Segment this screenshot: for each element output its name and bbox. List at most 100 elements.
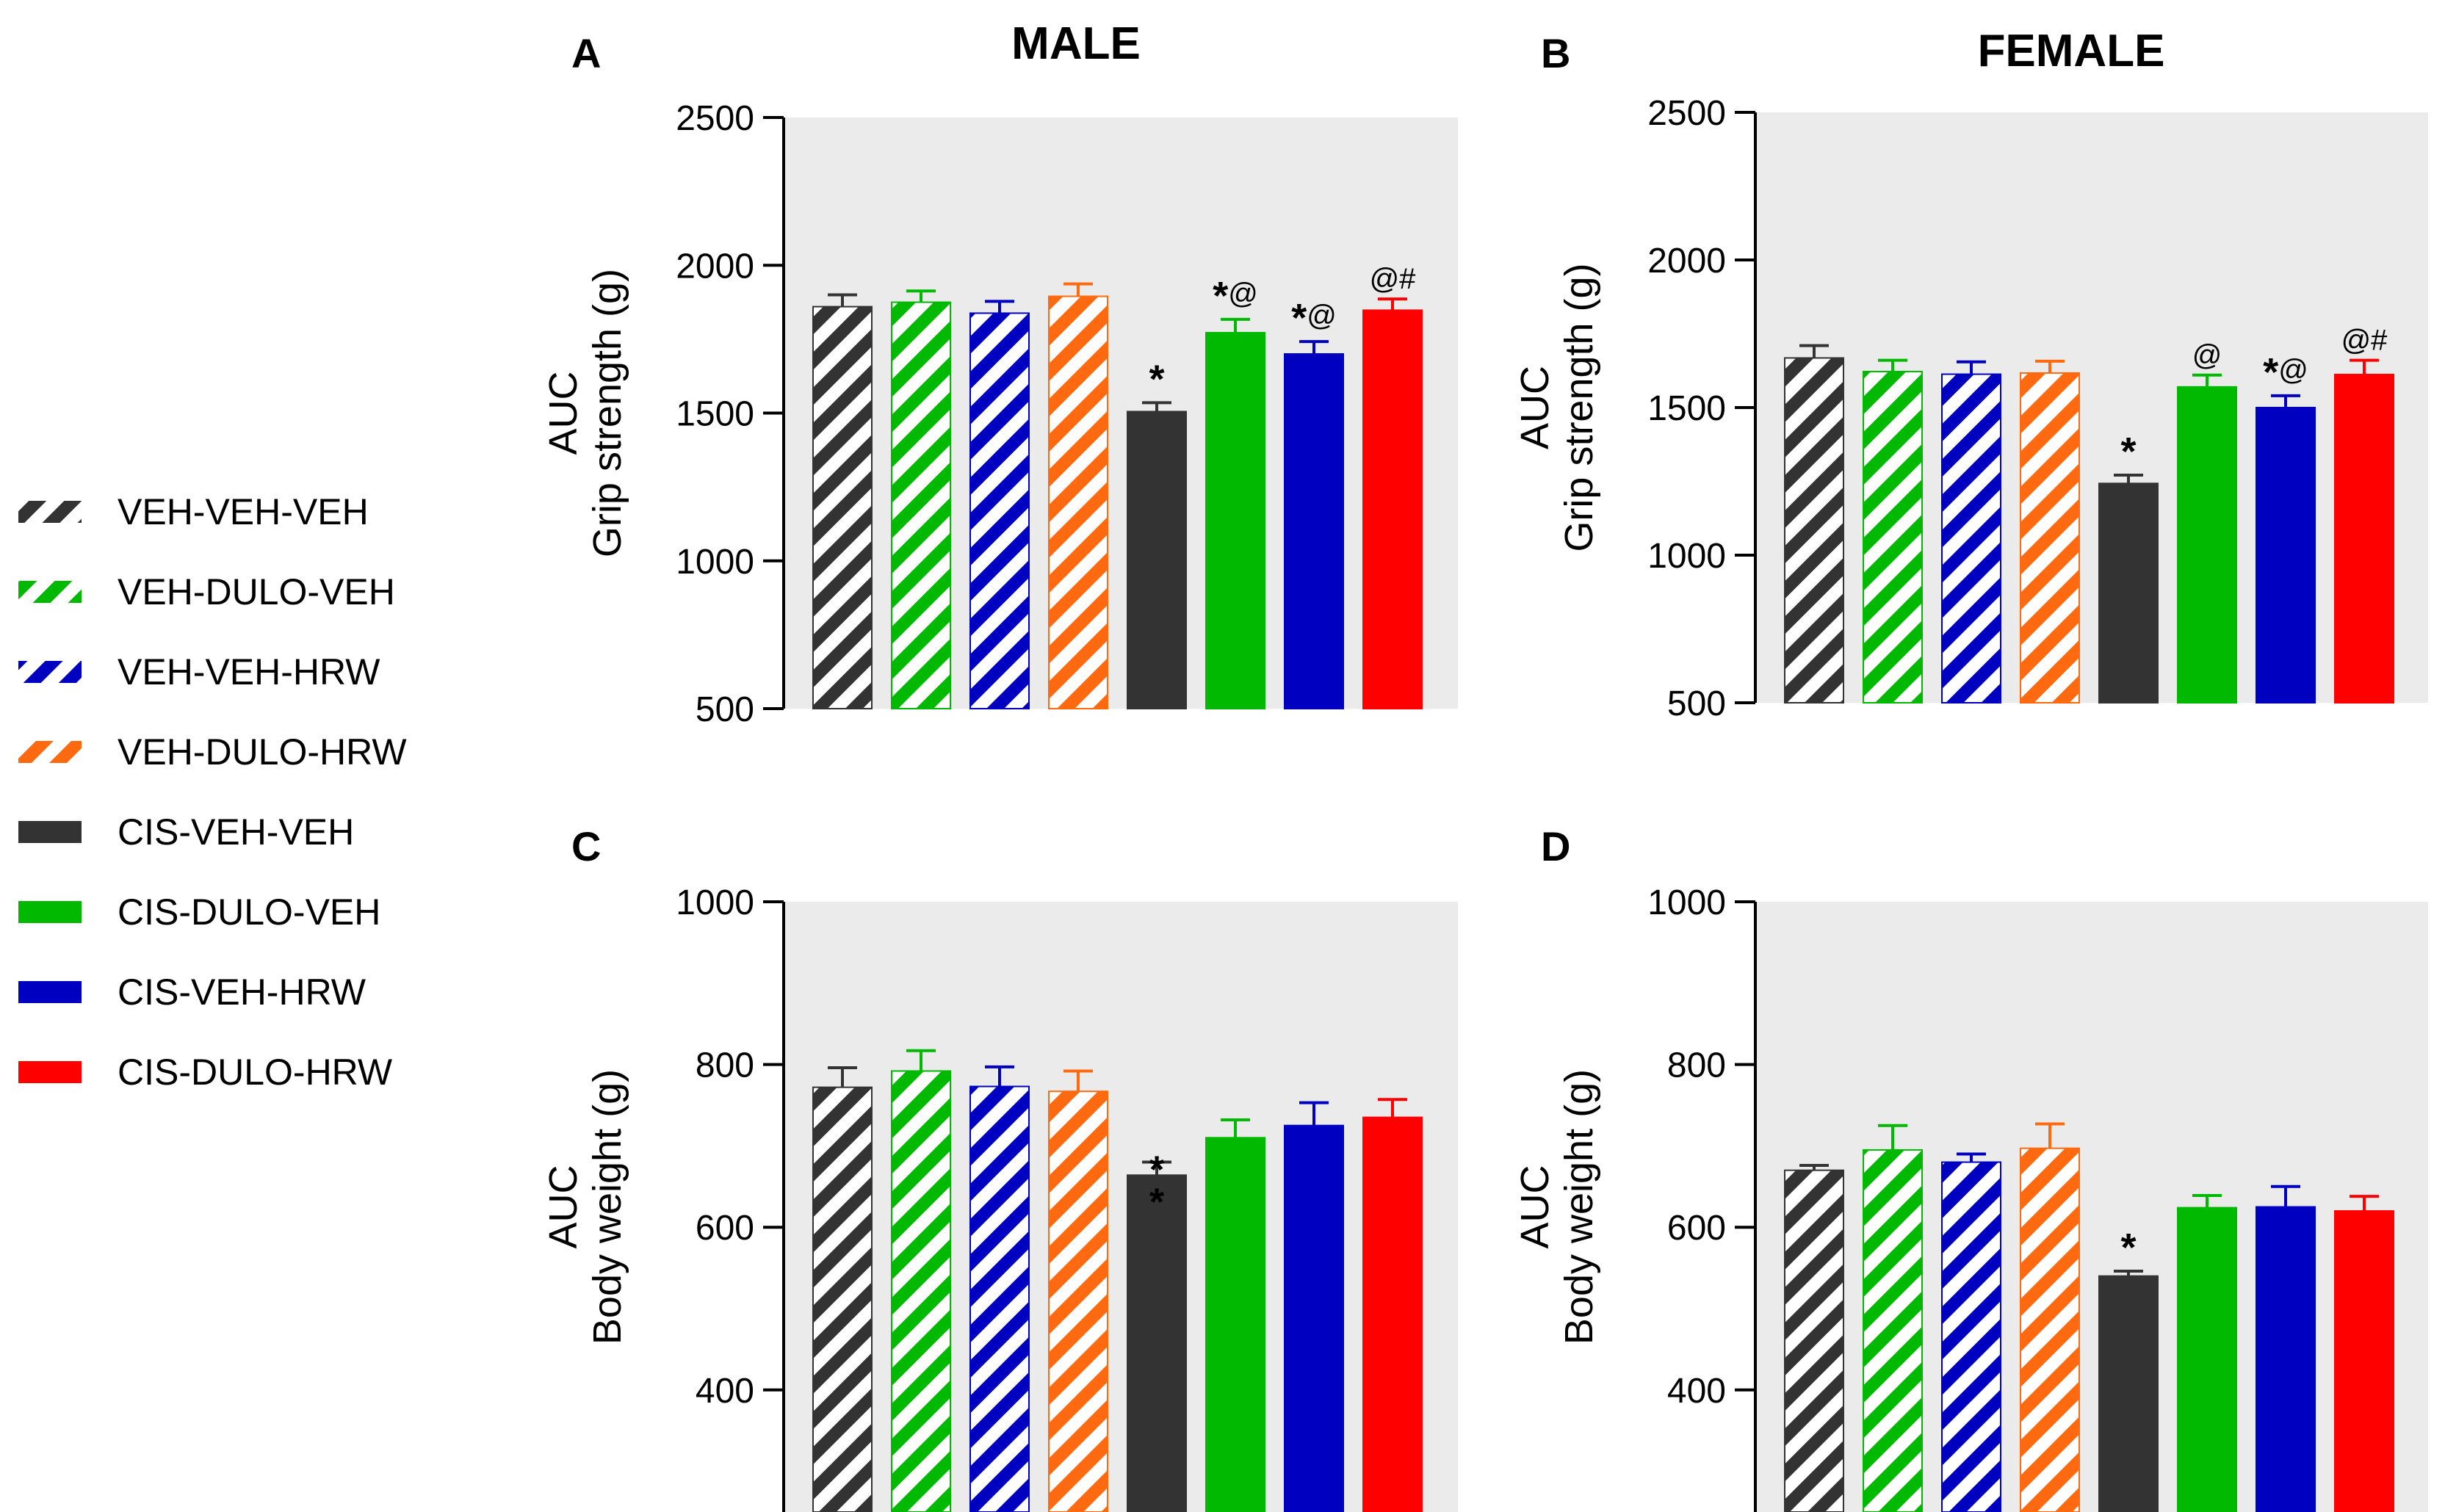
y-tick-label: 600 [696, 1209, 754, 1248]
bar-5 [1127, 410, 1187, 709]
significance-marker-6: @ [2192, 339, 2222, 372]
panel-label: A [571, 30, 601, 76]
panel-a: A AUC Grip strength (g) 500 1000 1500 2000 2500… [541, 30, 1458, 729]
legend-swatch-4 [18, 741, 82, 763]
bar-1 [1784, 357, 1844, 703]
bar-3 [1941, 373, 2001, 703]
bar-7 [2256, 1206, 2316, 1512]
y-axis-label-line2: Grip strength (g) [585, 269, 629, 557]
legend-swatch-5 [18, 821, 82, 843]
column-title-female: FEMALE [1978, 26, 2165, 76]
bar-8 [1362, 309, 1423, 709]
bar-5 [1127, 1174, 1187, 1512]
panel-c: C AUC Body weight (g) 400 600 800 1000 * * [541, 823, 1458, 1512]
bar-7 [2256, 407, 2316, 703]
significance-marker-6: *@ [1213, 274, 1258, 318]
legend-swatch-1 [18, 501, 82, 523]
plot-area [784, 902, 1458, 1512]
bar-6 [2177, 1207, 2237, 1512]
bar-8 [1362, 1116, 1423, 1512]
bar-4 [1048, 1090, 1108, 1512]
y-tick-label: 1000 [676, 543, 754, 582]
bar-5 [2098, 482, 2159, 704]
bar-8 [2334, 373, 2394, 703]
bar-7 [1284, 353, 1344, 709]
legend-swatch-6 [18, 901, 82, 923]
bar-2 [891, 301, 951, 709]
y-tick-label: 2000 [676, 247, 754, 286]
bar-2 [1863, 370, 1923, 703]
bar-4 [1048, 295, 1108, 709]
bar-1 [1784, 1169, 1844, 1512]
bar-2 [1863, 1149, 1923, 1512]
legend-label-1: VEH-VEH-VEH [118, 491, 369, 532]
y-tick-label: 2000 [1647, 242, 1726, 281]
bar-3 [969, 312, 1030, 709]
panel-b: B AUC Grip strength (g) 500 1000 1500 2000 2500… [1513, 30, 2428, 723]
legend-label-2: VEH-DULO-VEH [118, 571, 395, 612]
significance-marker-7: *@ [1291, 296, 1337, 340]
y-axis-label-line2: Grip strength (g) [1557, 263, 1601, 551]
panel-label: D [1541, 823, 1570, 869]
legend-label-5: CIS-VEH-VEH [118, 811, 354, 853]
panel-label: B [1541, 30, 1570, 76]
y-tick-label: 2500 [1647, 94, 1726, 133]
y-tick-label: 1500 [676, 395, 754, 434]
y-tick-label: 400 [696, 1372, 754, 1411]
y-tick-label: 800 [696, 1046, 754, 1085]
y-tick-label: 1500 [1647, 389, 1726, 428]
significance-marker-7: *@ [2263, 350, 2308, 394]
bar-6 [2177, 386, 2237, 703]
y-tick-label: 600 [1667, 1209, 1726, 1248]
significance-marker-8: @# [2341, 325, 2388, 357]
legend-swatch-8 [18, 1061, 82, 1083]
y-tick-label: 1000 [1647, 537, 1726, 576]
bar-4 [2020, 1147, 2080, 1512]
bar-1 [812, 1086, 873, 1512]
plot-area [1755, 902, 2428, 1512]
y-tick-label: 1000 [1647, 883, 1726, 922]
legend-label-3: VEH-VEH-HRW [118, 651, 380, 692]
panel-d: D AUC Body weight (g) 400 600 800 1000 * [1513, 823, 2428, 1512]
plot-area [1755, 112, 2428, 703]
y-axis-label-line1: AUC [1513, 1165, 1557, 1248]
legend-label-7: CIS-VEH-HRW [118, 972, 366, 1013]
bar-7 [1284, 1124, 1344, 1512]
significance-marker-5: * [1149, 357, 1164, 401]
significance-marker-5: * [2120, 430, 2136, 474]
y-tick-label: 1000 [676, 883, 754, 922]
legend: VEH-VEH-VEH VEH-DULO-VEH VEH-VEH-HRW VEH-DU… [18, 491, 407, 1093]
bar-2 [891, 1070, 951, 1512]
y-tick-label: 500 [696, 690, 754, 729]
legend-label-6: CIS-DULO-VEH [118, 891, 380, 933]
y-axis-label-line2: Body weight (g) [585, 1069, 629, 1345]
legend-swatch-2 [18, 581, 82, 603]
y-tick-label: 400 [1667, 1372, 1726, 1411]
y-axis-label-line1: AUC [541, 1165, 585, 1248]
bar-5 [2098, 1275, 2159, 1512]
significance-marker-5: * * [1149, 1149, 1165, 1223]
y-axis-label-line1: AUC [1513, 366, 1557, 449]
y-tick-label: 800 [1667, 1046, 1726, 1085]
y-axis-label-line2: Body weight (g) [1557, 1069, 1601, 1345]
bar-3 [969, 1085, 1030, 1512]
y-axis-label-line1: AUC [541, 371, 585, 455]
legend-label-4: VEH-DULO-HRW [118, 731, 407, 773]
bar-6 [1205, 1137, 1265, 1512]
bar-1 [812, 305, 873, 710]
y-tick-label: 2500 [676, 99, 754, 138]
significance-marker-8: @# [1370, 263, 1417, 295]
bar-4 [2020, 372, 2080, 703]
significance-marker-5: * [2120, 1226, 2136, 1270]
plot-area [784, 117, 1458, 709]
panel-label: C [571, 823, 601, 869]
legend-label-8: CIS-DULO-HRW [118, 1052, 393, 1093]
bar-3 [1941, 1161, 2001, 1512]
column-title-male: MALE [1011, 18, 1141, 69]
legend-swatch-7 [18, 981, 82, 1003]
legend-swatch-3 [18, 661, 82, 683]
bar-8 [2334, 1210, 2394, 1512]
y-tick-label: 500 [1667, 684, 1726, 723]
